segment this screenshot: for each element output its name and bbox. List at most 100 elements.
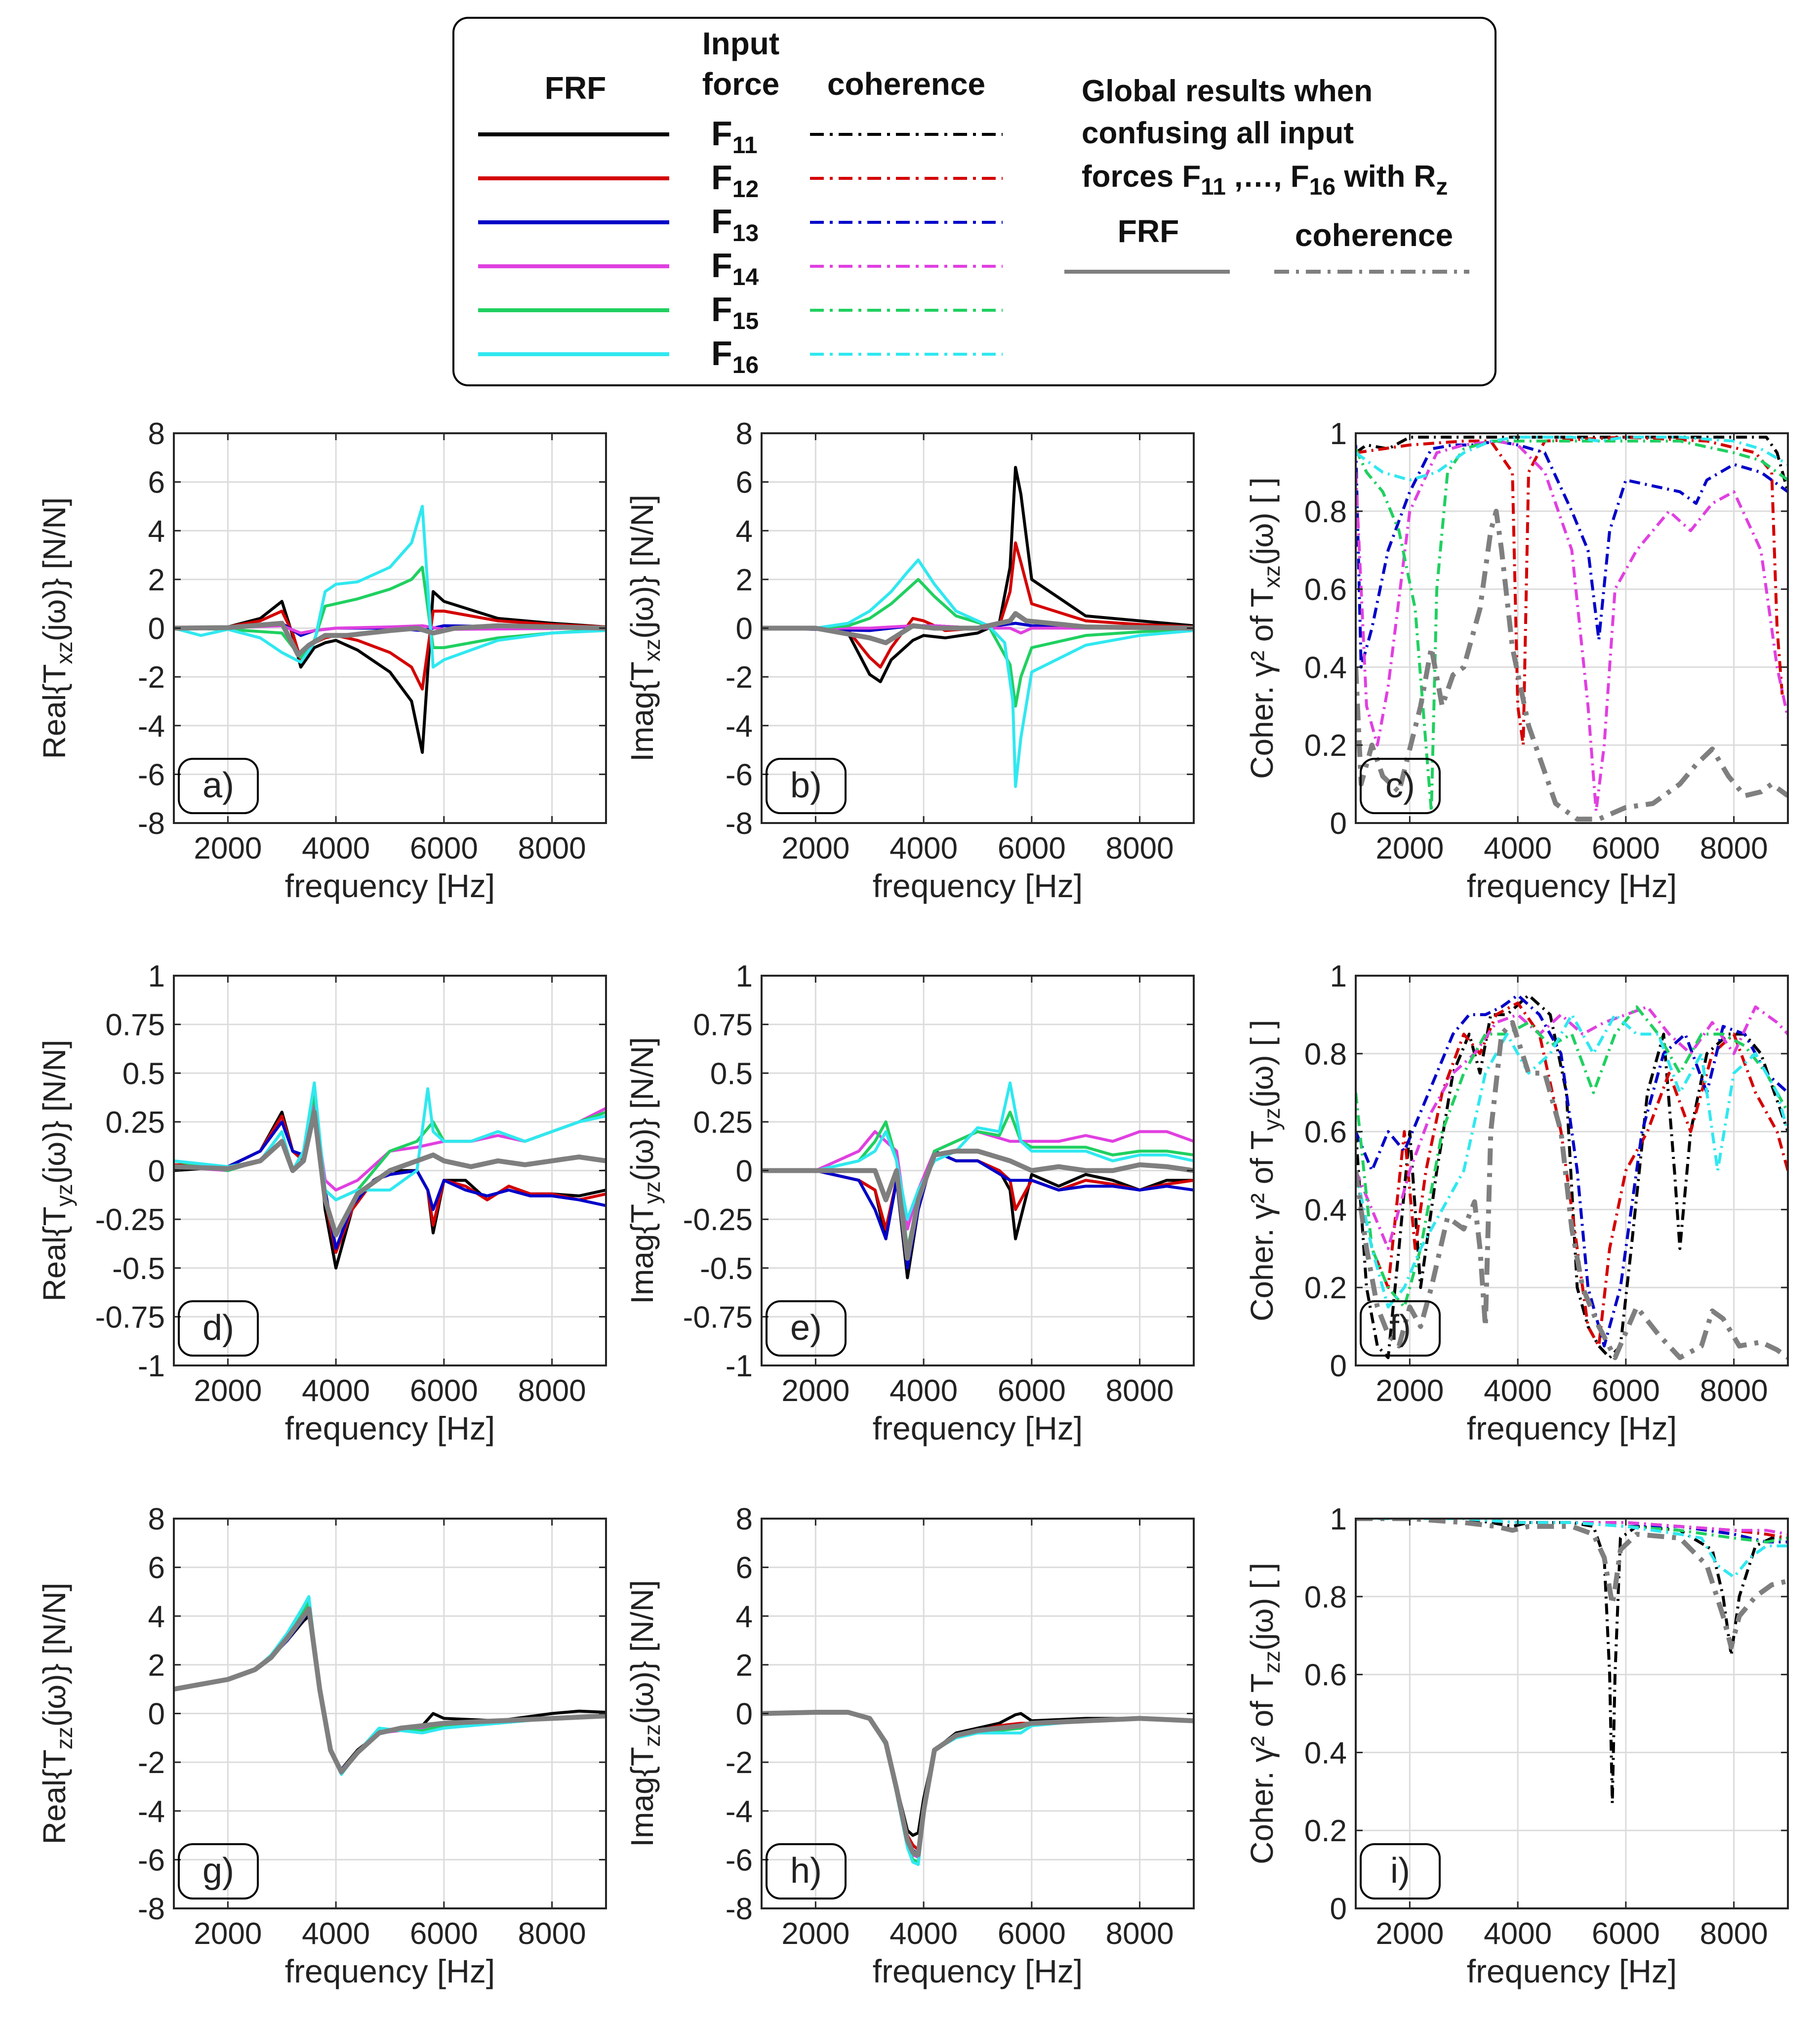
y-axis-label-main: Real{T: [37, 664, 72, 759]
y-tick-label: 0.6: [1304, 1658, 1347, 1693]
panel-label-b: b): [766, 758, 847, 814]
y-axis-label-subscript: xz: [639, 639, 665, 661]
y-tick-label: -8: [138, 807, 165, 841]
y-tick-label: 0.2: [1304, 729, 1347, 763]
x-tick-label: 8000: [1700, 1917, 1768, 1951]
x-tick-label: 2000: [781, 1374, 849, 1408]
y-tick-label: -4: [138, 709, 165, 744]
x-tick-label: 8000: [518, 831, 586, 866]
legend-input-header-line1: Input: [702, 26, 779, 61]
legend-force-subscript: 15: [732, 308, 759, 334]
series-line-F15: [762, 578, 1194, 708]
series-line-global: [762, 1710, 1194, 1858]
chart-panel-g: -8 -6 -4 -2 0 2 4 6 8 2000 4000 6000 8000 frequency […: [37, 1502, 607, 1989]
x-axis-label: frequency [Hz]: [873, 1953, 1083, 1989]
legend-force-14: F14: [711, 246, 759, 290]
y-tick-label: 1: [1330, 959, 1347, 993]
x-tick-label: 6000: [1592, 1374, 1660, 1408]
x-tick-label: 4000: [1484, 831, 1552, 866]
x-tick-label: 6000: [1592, 1917, 1660, 1951]
y-tick-label: 0.25: [693, 1106, 753, 1140]
y-tick-label: -4: [726, 1795, 753, 1829]
x-tick-label: 8000: [1700, 831, 1768, 866]
y-tick-label: -4: [138, 1795, 165, 1829]
y-tick-label: 0.25: [105, 1106, 165, 1140]
y-tick-label: 0.4: [1304, 651, 1347, 685]
legend-global-frf: FRF: [1118, 213, 1179, 249]
series-line-F16: [762, 1081, 1194, 1221]
legend-force-subscript: 11: [732, 132, 758, 159]
y-axis-label: Coher. γ² of Txz(jω) [ ]: [1244, 477, 1285, 779]
x-tick-label: 2000: [781, 831, 849, 866]
panel-label-d: d): [178, 1300, 259, 1357]
y-tick-label: -2: [726, 661, 753, 695]
y-tick-label: 2: [736, 1649, 753, 1683]
y-tick-label: 0: [1330, 1349, 1347, 1383]
y-axis-label-main: Real{T: [37, 1749, 72, 1844]
y-tick-label: 4: [148, 1600, 165, 1634]
y-tick-label: 0.6: [1304, 573, 1347, 607]
y-axis-label-main: Imag{T: [624, 1204, 660, 1304]
y-axis-label-subscript: yz: [1259, 1108, 1285, 1130]
chart-panel-i: 0 0.2 0.4 0.6 0.8 1 2000 4000 6000 8000 frequency …: [1244, 1502, 1789, 1989]
panel-label-box: [178, 1300, 259, 1357]
x-tick-label: 6000: [998, 1917, 1066, 1951]
x-tick-label: 2000: [1375, 1374, 1444, 1408]
y-axis-label-main: Coher. γ² of T: [1244, 1673, 1280, 1864]
y-tick-label: 4: [736, 514, 753, 548]
y-tick-label: 0.8: [1304, 1580, 1347, 1614]
y-axis-label-main: Real{T: [37, 1206, 72, 1301]
x-tick-label: 4000: [302, 1917, 370, 1951]
y-axis-label-rest: (jω) [ ]: [1244, 477, 1280, 565]
x-tick-label: 2000: [194, 831, 262, 866]
y-tick-label: 2: [148, 1649, 165, 1683]
series-line-F13: [762, 1150, 1194, 1270]
y-tick-label: 0: [736, 612, 753, 646]
series-line-F16: [1356, 435, 1788, 482]
legend-global-line3-sub-a: 11: [1201, 174, 1226, 200]
panel-label-box: [178, 758, 259, 814]
x-axis-label: frequency [Hz]: [1467, 867, 1677, 904]
y-tick-label: -2: [726, 1746, 753, 1780]
y-axis-label-main: Coher. γ² of T: [1244, 588, 1280, 779]
panel-label-text: b): [790, 766, 822, 805]
legend-global-line3-c: with R: [1335, 160, 1436, 194]
series-group: [1356, 435, 1788, 822]
series-line-F11: [174, 590, 606, 754]
legend-force-letter: F: [711, 202, 732, 241]
y-tick-label: -0.5: [112, 1252, 165, 1286]
x-axis-label: frequency [Hz]: [285, 1410, 495, 1446]
y-tick-label: -6: [726, 758, 753, 792]
legend-frf-header: FRF: [545, 70, 606, 106]
legend-force-letter: F: [711, 334, 732, 372]
y-tick-label: 6: [736, 466, 753, 500]
panel-label-text: c): [1385, 766, 1415, 805]
panel-label-e: e): [766, 1300, 847, 1357]
y-axis-label-main: Imag{T: [624, 661, 660, 762]
x-axis-label: frequency [Hz]: [285, 867, 495, 904]
x-tick-label: 6000: [998, 1374, 1066, 1408]
x-tick-label: 4000: [1484, 1374, 1552, 1408]
series-line-F15: [1356, 1005, 1788, 1309]
y-tick-label: 0: [148, 1155, 165, 1189]
y-tick-label: 0: [736, 1155, 753, 1189]
legend-input-header-line2: force: [702, 66, 780, 102]
panel-label-box: [1360, 1300, 1441, 1357]
panel-label-a: a): [178, 758, 259, 814]
series-line-global: [174, 1110, 606, 1238]
y-axis-label-main: Imag{T: [624, 1747, 660, 1847]
axes-frame: [1355, 432, 1789, 824]
y-tick-label: 1: [148, 959, 165, 993]
y-axis-label-rest: (jω)} [N/N]: [624, 495, 660, 639]
y-tick-label: -0.5: [700, 1252, 753, 1286]
panel-label-box: [1360, 1843, 1441, 1900]
x-tick-label: 8000: [518, 1374, 586, 1408]
panel-label-h: h): [766, 1843, 847, 1900]
y-axis-label-subscript: xz: [51, 641, 77, 664]
y-axis-label-subscript: zz: [51, 1727, 77, 1749]
legend-global-line2: confusing all input: [1082, 116, 1354, 150]
panel-label-f: f): [1360, 1300, 1441, 1357]
panel-label-text: d): [202, 1308, 234, 1348]
